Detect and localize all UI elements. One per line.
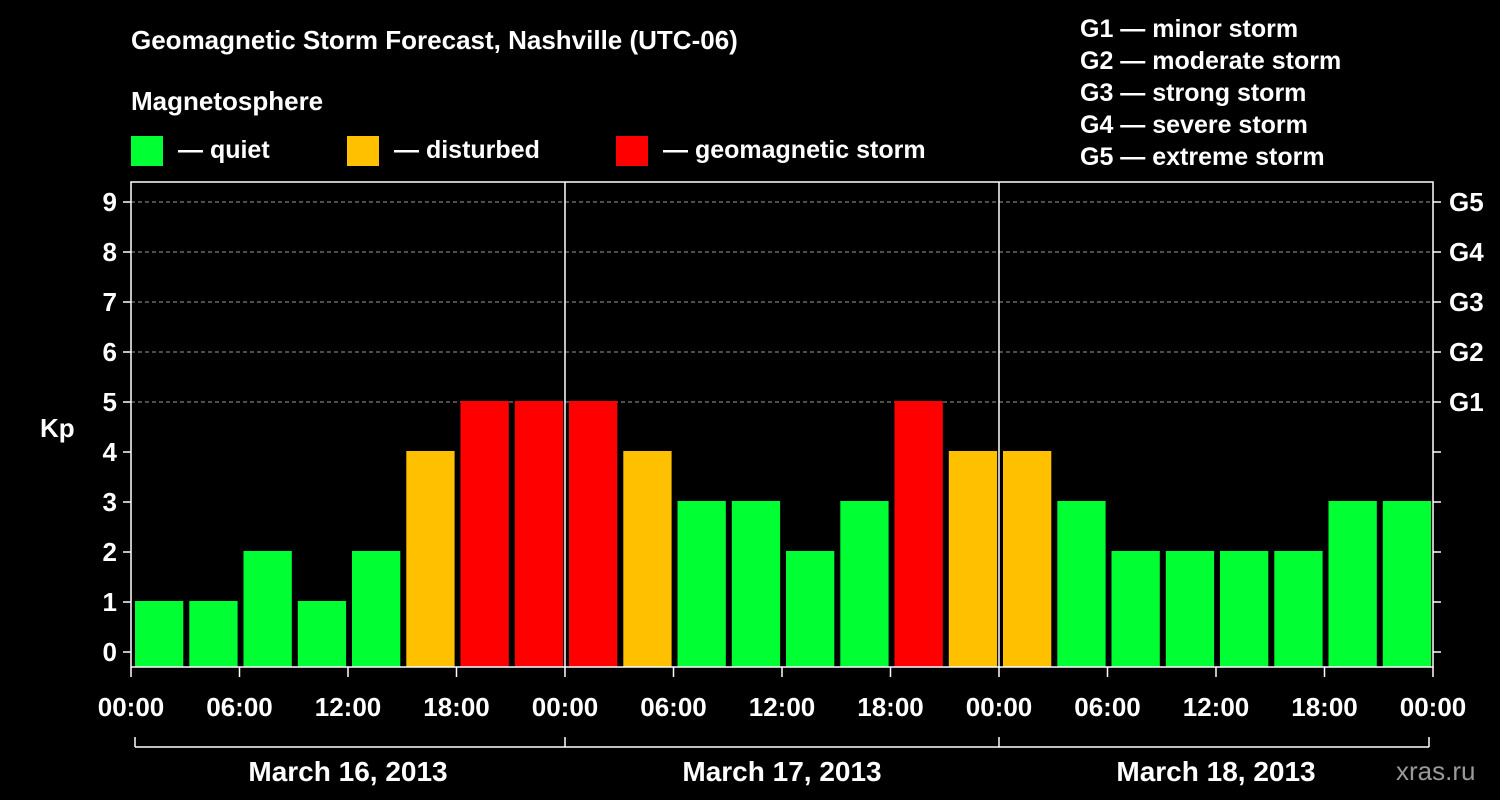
g-axis-label-g3: G3: [1449, 287, 1484, 317]
y-tick-label-6: 6: [103, 337, 117, 367]
x-tick-label-12: 00:00: [1400, 692, 1467, 722]
bar-21: [1274, 551, 1323, 667]
color-legend: — quiet — disturbed — geomagnetic storm: [131, 136, 926, 166]
g-scale-item-g4: G4 — severe storm: [1080, 111, 1308, 139]
g-axis-label-g4: G4: [1449, 237, 1484, 267]
y-axis-label: Kp: [40, 413, 75, 443]
g-scale-item-g1: G1 — minor storm: [1080, 15, 1298, 43]
bar-19: [1165, 551, 1215, 667]
bars: [135, 401, 1432, 667]
date-label-1: March 17, 2013: [682, 756, 881, 787]
x-tick-label-2: 12:00: [315, 692, 382, 722]
bar-3: [297, 601, 347, 667]
legend-label-disturbed: — disturbed: [394, 136, 540, 164]
bar-14: [894, 401, 943, 667]
bar-0: [135, 601, 184, 667]
y-tick-label-1: 1: [103, 587, 117, 617]
legend-label-storm: — geomagnetic storm: [663, 136, 926, 164]
legend-title: Magnetosphere: [131, 86, 323, 116]
tick-labels: 0 1 2 3 4 5 6 7 8 9 G1 G2 G3 G4 G5 00:00 06:00 12:00 18:00…: [98, 187, 1484, 787]
bar-1: [189, 601, 238, 667]
chart-title: Geomagnetic Storm Forecast, Nashville (U…: [131, 25, 738, 55]
legend-swatch-storm: [616, 136, 648, 166]
x-tick-label-3: 18:00: [423, 692, 490, 722]
x-tick-label-0: 00:00: [98, 692, 165, 722]
bar-2: [243, 551, 292, 667]
y-tick-label-0: 0: [103, 637, 117, 667]
y-tick-label-4: 4: [103, 437, 118, 467]
legend-label-quiet: — quiet: [178, 136, 270, 164]
bar-4: [352, 551, 401, 667]
g-scale-item-g2: G2 — moderate storm: [1080, 47, 1341, 75]
x-tick-label-1: 06:00: [206, 692, 273, 722]
bar-16: [1003, 451, 1052, 667]
bar-5: [406, 451, 455, 667]
y-tick-label-3: 3: [103, 487, 117, 517]
x-tick-label-9: 06:00: [1074, 692, 1141, 722]
bar-22: [1328, 501, 1377, 667]
x-tick-label-5: 06:00: [640, 692, 707, 722]
y-tick-label-9: 9: [103, 187, 117, 217]
bar-13: [840, 501, 889, 667]
bar-8: [569, 401, 618, 667]
bar-18: [1111, 551, 1160, 667]
bar-20: [1220, 551, 1269, 667]
x-tick-label-7: 18:00: [857, 692, 924, 722]
watermark: xras.ru: [1396, 756, 1475, 786]
date-label-2: March 18, 2013: [1116, 756, 1315, 787]
y-tick-label-7: 7: [103, 287, 117, 317]
g-scale-item-g3: G3 — strong storm: [1080, 79, 1306, 107]
bar-6: [460, 401, 509, 667]
legend-swatch-quiet: [131, 136, 163, 166]
y-tick-label-8: 8: [103, 237, 117, 267]
y-tick-label-2: 2: [103, 537, 117, 567]
x-tick-label-10: 12:00: [1183, 692, 1250, 722]
bar-17: [1057, 501, 1106, 667]
bar-9: [623, 451, 672, 667]
axes: [123, 181, 1441, 748]
x-tick-label-11: 18:00: [1291, 692, 1358, 722]
g-axis-label-g1: G1: [1449, 387, 1484, 417]
grid-lines: [131, 201, 1433, 403]
g-scale-item-g5: G5 — extreme storm: [1080, 143, 1325, 171]
y-tick-label-5: 5: [103, 387, 117, 417]
bar-7: [514, 401, 564, 667]
bar-11: [731, 501, 781, 667]
date-label-0: March 16, 2013: [248, 756, 447, 787]
bar-15: [948, 451, 998, 667]
bar-23: [1382, 501, 1432, 667]
g-axis-label-g5: G5: [1449, 187, 1484, 217]
x-tick-label-6: 12:00: [749, 692, 816, 722]
bar-10: [677, 501, 726, 667]
x-tick-label-4: 00:00: [532, 692, 599, 722]
bar-12: [786, 551, 835, 667]
g-scale-legend: G1 — minor storm G2 — moderate storm G3 …: [1080, 15, 1341, 171]
x-tick-label-8: 00:00: [966, 692, 1033, 722]
g-axis-label-g2: G2: [1449, 337, 1484, 367]
legend-swatch-disturbed: [347, 136, 379, 166]
